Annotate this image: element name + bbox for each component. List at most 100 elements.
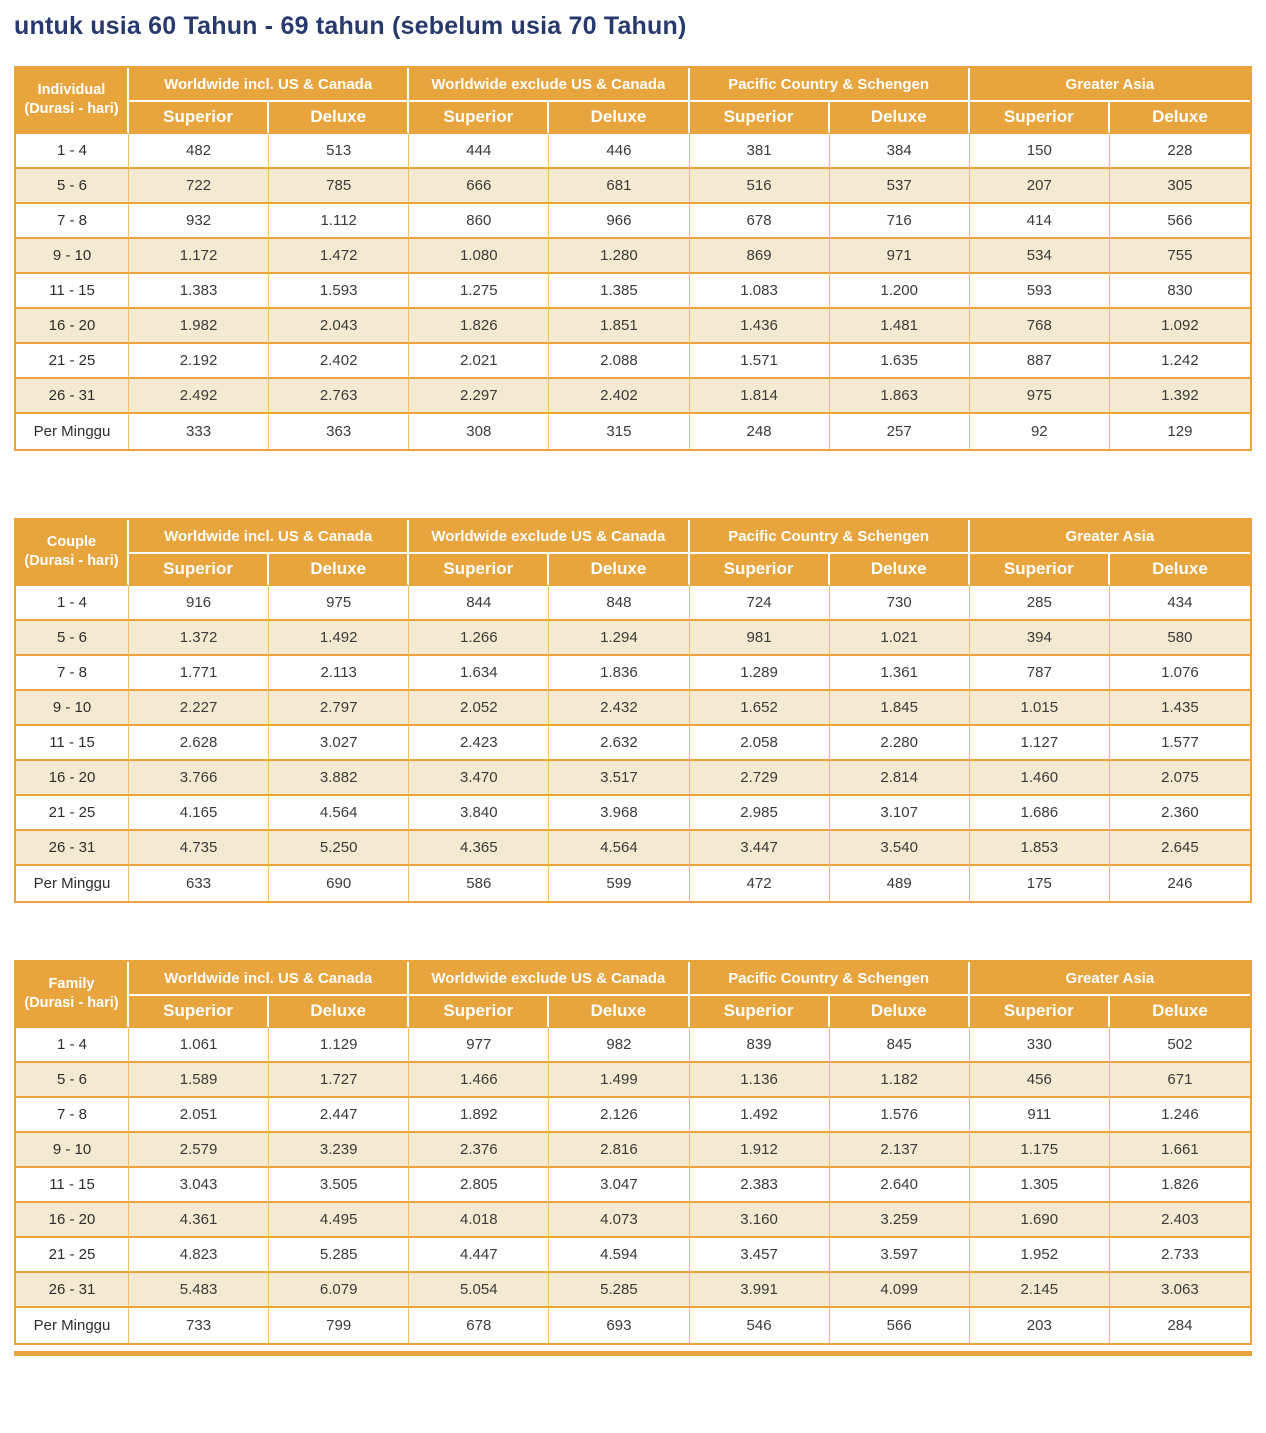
price-cell: 787	[969, 656, 1110, 691]
region-header-row: Individual (Durasi - hari) Worldwide incl.…	[16, 68, 1250, 134]
price-row: 1 - 4 482 513 444 446 381 384 150 228	[16, 134, 1250, 169]
price-cell: 516	[689, 169, 830, 204]
duration-label: 16 - 20	[16, 309, 129, 344]
price-cell: 1.083	[689, 274, 830, 309]
duration-label: 7 - 8	[16, 204, 129, 239]
price-cell: 693	[549, 1308, 690, 1343]
duration-label: 21 - 25	[16, 344, 129, 379]
price-cell: 2.402	[549, 379, 690, 414]
plan-tier-header: Superior	[689, 554, 830, 586]
price-cell: 4.165	[129, 796, 270, 831]
price-row: Per Minggu 733 799 678 693 546 566 203 284	[16, 1308, 1250, 1343]
price-cell: 5.285	[549, 1273, 690, 1308]
price-cell: 4.099	[829, 1273, 970, 1308]
plan-tier-header: Superior	[969, 102, 1110, 134]
price-cell: 3.991	[689, 1273, 830, 1308]
price-cell: 4.564	[549, 831, 690, 866]
table-corner-label: Individual (Durasi - hari)	[16, 68, 129, 134]
price-row: 5 - 6 722 785 666 681 516 537 207 305	[16, 169, 1250, 204]
duration-label: 7 - 8	[16, 1098, 129, 1133]
region-group-header: Pacific Country & Schengen	[689, 520, 970, 554]
price-cell: 5.483	[129, 1273, 270, 1308]
price-cell: 3.239	[269, 1133, 410, 1168]
price-cell: 1.912	[689, 1133, 830, 1168]
price-cell: 4.564	[269, 796, 410, 831]
price-cell: 2.297	[409, 379, 550, 414]
duration-label: 11 - 15	[16, 1168, 129, 1203]
price-cell: 4.018	[409, 1203, 550, 1238]
price-cell: 1.436	[689, 309, 830, 344]
price-cell: 2.985	[689, 796, 830, 831]
price-cell: 2.729	[689, 761, 830, 796]
plan-tier-header: Superior	[969, 554, 1110, 586]
price-cell: 175	[969, 866, 1110, 901]
price-cell: 1.845	[829, 691, 970, 726]
price-cell: 2.052	[409, 691, 550, 726]
table-category-name: Couple	[46, 534, 97, 550]
price-cell: 1.982	[129, 309, 270, 344]
price-cell: 1.200	[829, 274, 970, 309]
price-cell: 3.597	[829, 1238, 970, 1273]
price-cell: 2.640	[829, 1168, 970, 1203]
region-group-header: Pacific Country & Schengen	[689, 68, 970, 102]
region-group-header: Worldwide incl. US & Canada	[129, 962, 410, 996]
price-row: 16 - 20 4.361 4.495 4.018 4.073 3.160 3.259 1.6…	[16, 1203, 1250, 1238]
price-cell: 971	[829, 239, 970, 274]
price-cell: 513	[269, 134, 410, 169]
price-cell: 1.727	[269, 1063, 410, 1098]
price-cell: 2.733	[1109, 1238, 1250, 1273]
plan-tier-header-row: Superior Deluxe Superior Deluxe Superior Delu…	[16, 554, 1250, 586]
price-cell: 4.735	[129, 831, 270, 866]
price-cell: 3.063	[1109, 1273, 1250, 1308]
price-cell: 1.686	[969, 796, 1110, 831]
duration-label: 9 - 10	[16, 1133, 129, 1168]
price-cell: 333	[129, 414, 270, 449]
price-cell: 1.892	[409, 1098, 550, 1133]
price-cell: 1.826	[1109, 1168, 1250, 1203]
price-row: 1 - 4 1.061 1.129 977 982 839 845 330 502	[16, 1028, 1250, 1063]
price-cell: 315	[549, 414, 690, 449]
table-corner-label: Family (Durasi - hari)	[16, 962, 129, 1028]
price-cell: 1.076	[1109, 656, 1250, 691]
plan-tier-header: Superior	[969, 996, 1110, 1028]
price-cell: 414	[969, 204, 1110, 239]
price-row: 21 - 25 2.192 2.402 2.021 2.088 1.571 1.635 887…	[16, 344, 1250, 379]
price-cell: 1.771	[129, 656, 270, 691]
price-cell: 482	[129, 134, 270, 169]
price-cell: 2.051	[129, 1098, 270, 1133]
price-cell: 2.376	[409, 1133, 550, 1168]
price-row: 9 - 10 1.172 1.472 1.080 1.280 869 971 534 755	[16, 239, 1250, 274]
duration-label: 16 - 20	[16, 1203, 129, 1238]
price-cell: 1.952	[969, 1238, 1110, 1273]
price-cell: 3.457	[689, 1238, 830, 1273]
price-cell: 2.360	[1109, 796, 1250, 831]
price-row: 1 - 4 916 975 844 848 724 730 285 434	[16, 586, 1250, 621]
region-group-header: Greater Asia	[969, 962, 1250, 996]
price-row: 16 - 20 3.766 3.882 3.470 3.517 2.729 2.814 1.4…	[16, 761, 1250, 796]
price-cell: 1.175	[969, 1133, 1110, 1168]
price-cell: 975	[269, 586, 410, 621]
price-cell: 860	[409, 204, 550, 239]
price-cell: 1.021	[829, 621, 970, 656]
table-corner-label: Couple (Durasi - hari)	[16, 520, 129, 586]
price-cell: 666	[409, 169, 550, 204]
price-cell: 2.126	[549, 1098, 690, 1133]
plan-tier-header: Deluxe	[829, 996, 970, 1028]
price-cell: 3.047	[549, 1168, 690, 1203]
price-cell: 1.661	[1109, 1133, 1250, 1168]
price-cell: 3.968	[549, 796, 690, 831]
price-cell: 1.172	[129, 239, 270, 274]
duration-label: 7 - 8	[16, 656, 129, 691]
price-cell: 1.092	[1109, 309, 1250, 344]
duration-label: 21 - 25	[16, 796, 129, 831]
price-cell: 472	[689, 866, 830, 901]
price-cell: 2.227	[129, 691, 270, 726]
duration-label: 26 - 31	[16, 831, 129, 866]
price-cell: 4.361	[129, 1203, 270, 1238]
price-cell: 1.851	[549, 309, 690, 344]
price-cell: 284	[1109, 1308, 1250, 1343]
price-cell: 1.061	[129, 1028, 270, 1063]
price-cell: 1.481	[829, 309, 970, 344]
region-group-header: Worldwide incl. US & Canada	[129, 68, 410, 102]
price-cell: 207	[969, 169, 1110, 204]
